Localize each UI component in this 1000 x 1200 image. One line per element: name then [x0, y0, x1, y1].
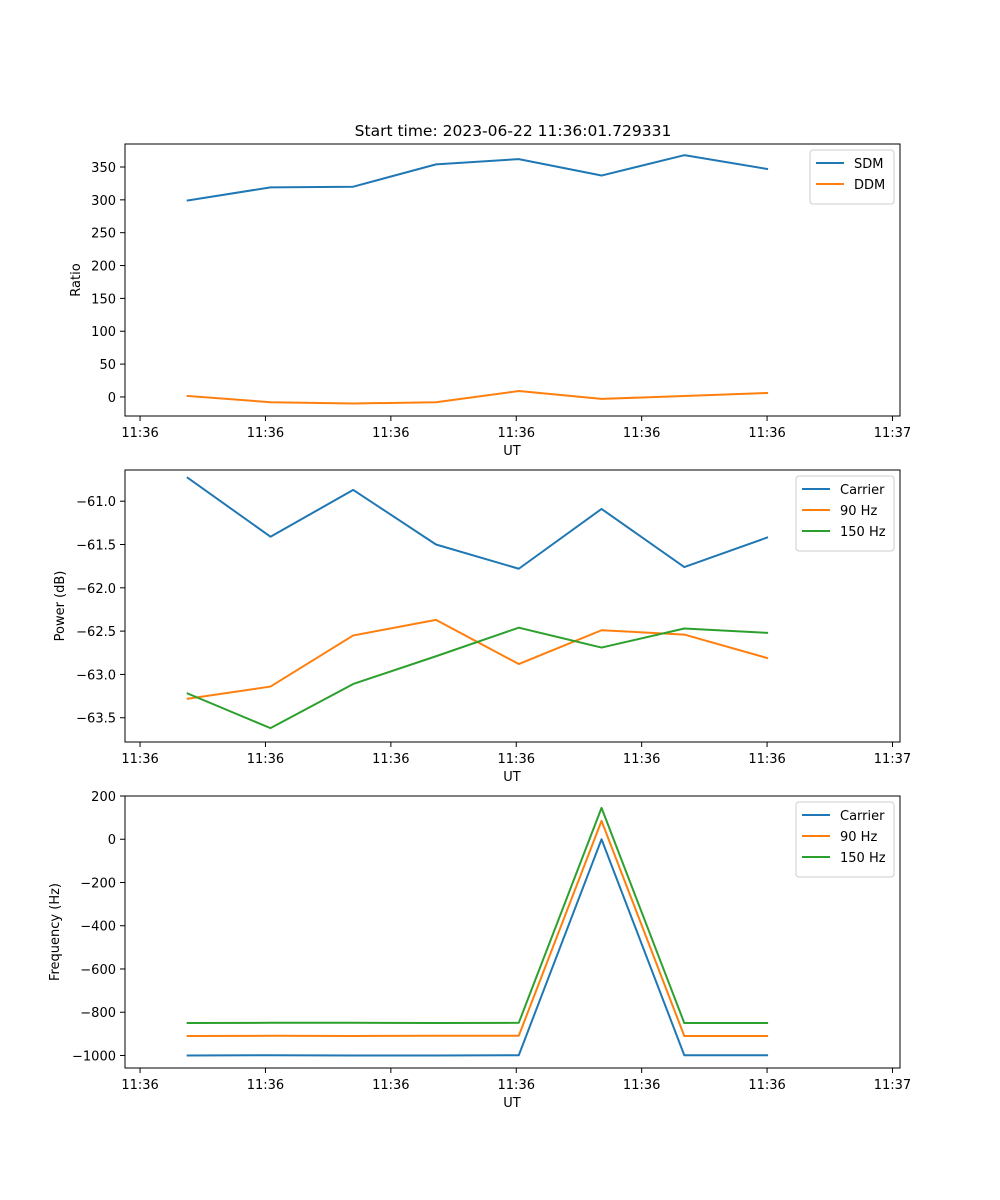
- y-tick-label: −200: [80, 876, 116, 891]
- x-tick-label: 11:36: [121, 426, 158, 441]
- x-axis-label: UT: [503, 1096, 521, 1111]
- y-tick-label: 100: [91, 325, 116, 340]
- legend-label: SDM: [854, 157, 883, 172]
- x-tick-label: 11:36: [372, 1078, 409, 1093]
- legend-label: Carrier: [840, 483, 885, 498]
- x-tick-label: 11:37: [874, 426, 911, 441]
- x-tick-label: 11:36: [498, 752, 535, 767]
- y-tick-label: −600: [80, 963, 116, 978]
- y-tick-label: −62.0: [76, 582, 116, 597]
- legend-label: 150 Hz: [840, 851, 886, 866]
- series-line-150-hz: [186, 806, 769, 1025]
- x-tick-label: 11:36: [623, 426, 660, 441]
- plot-frame: [124, 143, 901, 417]
- legend-box: [795, 475, 895, 552]
- y-tick-label: −63.0: [76, 668, 116, 683]
- x-tick-label: 11:36: [247, 426, 284, 441]
- series-line-150-hz: [186, 626, 769, 730]
- series-line-carrier: [186, 838, 769, 1057]
- y-axis-label: Frequency (Hz): [48, 883, 63, 981]
- legend: Carrier 90 Hz 150 Hz: [795, 475, 895, 552]
- figure-title: Start time: 2023-06-22 11:36:01.729331: [355, 122, 672, 140]
- x-tick-label: 11:36: [748, 1078, 785, 1093]
- series-line-sdm: [186, 154, 769, 202]
- y-tick-label: 350: [91, 161, 116, 176]
- x-tick-label: 11:36: [498, 426, 535, 441]
- y-tick-label: 0: [108, 391, 116, 406]
- y-tick-label: −62.5: [76, 625, 116, 640]
- chart-panel-3: 11:36 11:36 11:36 11:36 11:36 11:36 11:37 −1000…: [48, 790, 911, 1111]
- series-line-ddm: [186, 390, 769, 405]
- chart-panel-1: 11:36 11:36 11:36 11:36 11:36 11:36 11:37 0 50 10…: [69, 143, 911, 459]
- y-tick-label: 300: [91, 194, 116, 209]
- x-tick-label: 11:36: [623, 1078, 660, 1093]
- y-tick-label: −800: [80, 1006, 116, 1021]
- x-tick-label: 11:36: [498, 1078, 535, 1093]
- y-tick-label: 200: [91, 260, 116, 275]
- y-tick-label: −400: [80, 920, 116, 935]
- legend-label: 150 Hz: [840, 525, 886, 540]
- plot-frame: [124, 469, 901, 743]
- series-line-carrier: [186, 476, 769, 570]
- x-tick-label: 11:36: [748, 752, 785, 767]
- legend-label: DDM: [854, 178, 885, 193]
- x-tick-label: 11:36: [121, 752, 158, 767]
- y-tick-label: −63.5: [76, 712, 116, 727]
- x-tick-label: 11:36: [247, 752, 284, 767]
- y-axis-label: Power (dB): [53, 571, 68, 642]
- series-line-90-hz: [186, 819, 769, 1038]
- legend: Carrier 90 Hz 150 Hz: [795, 801, 895, 878]
- legend-label: Carrier: [840, 809, 885, 824]
- x-tick-label: 11:36: [247, 1078, 284, 1093]
- x-tick-label: 11:36: [748, 426, 785, 441]
- x-axis-label: UT: [503, 444, 521, 459]
- y-tick-label: −61.5: [76, 538, 116, 553]
- y-tick-label: 250: [91, 227, 116, 242]
- x-tick-label: 11:37: [874, 1078, 911, 1093]
- x-tick-label: 11:36: [623, 752, 660, 767]
- x-tick-label: 11:36: [372, 752, 409, 767]
- y-tick-label: −61.0: [76, 495, 116, 510]
- y-tick-label: 0: [108, 833, 116, 848]
- y-tick-label: 150: [91, 292, 116, 307]
- chart-panel-2: 11:36 11:36 11:36 11:36 11:36 11:36 11:37 −63.5…: [53, 469, 911, 785]
- plot-frame: [124, 795, 901, 1069]
- legend: SDM DDM: [809, 149, 895, 205]
- x-tick-label: 11:36: [121, 1078, 158, 1093]
- y-tick-label: 200: [91, 790, 116, 805]
- x-axis-label: UT: [503, 770, 521, 785]
- legend-label: 90 Hz: [840, 830, 877, 845]
- y-tick-label: −1000: [72, 1049, 116, 1064]
- legend-label: 90 Hz: [840, 504, 877, 519]
- y-tick-label: 50: [99, 358, 116, 373]
- legend-box: [795, 801, 895, 878]
- x-tick-label: 11:37: [874, 752, 911, 767]
- x-tick-label: 11:36: [372, 426, 409, 441]
- y-axis-label: Ratio: [69, 263, 84, 296]
